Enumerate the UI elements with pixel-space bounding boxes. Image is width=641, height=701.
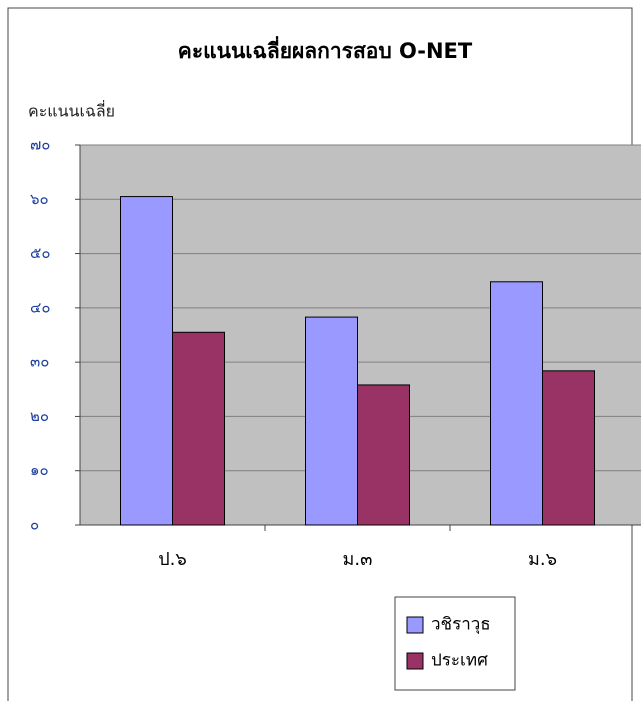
legend-label: ประเทศ [431,651,488,671]
y-tick-label: ๖๐ [30,190,49,208]
chart-title: คะแนนเฉลี่ยผลการสอบ O-NET [178,35,473,63]
y-tick-label: ๕๐ [30,244,51,262]
y-tick-label: ๔๐ [30,298,51,316]
bar [120,196,173,526]
bar [490,281,543,526]
bar [542,370,595,526]
x-tick-label: ม.๓ [343,549,373,570]
bar [172,331,225,526]
legend-swatch [406,616,424,634]
y-tick-label: ๗๐ [30,136,50,154]
y-tick-label: ๑๐ [30,461,49,479]
y-tick-label: ๐ [30,516,39,534]
legend-box [394,596,516,691]
y-tick-label: ๒๐ [30,407,49,425]
x-tick-label: ม.๖ [528,549,557,570]
legend-label: วชิราวุธ [431,615,491,635]
legend-swatch [406,652,424,670]
y-axis-label: คะแนนเฉลี่ย [28,100,115,121]
x-tick-label: ป.๖ [158,549,187,570]
bar [357,384,410,526]
y-tick-label: ๓๐ [30,353,49,371]
bar [305,316,358,526]
